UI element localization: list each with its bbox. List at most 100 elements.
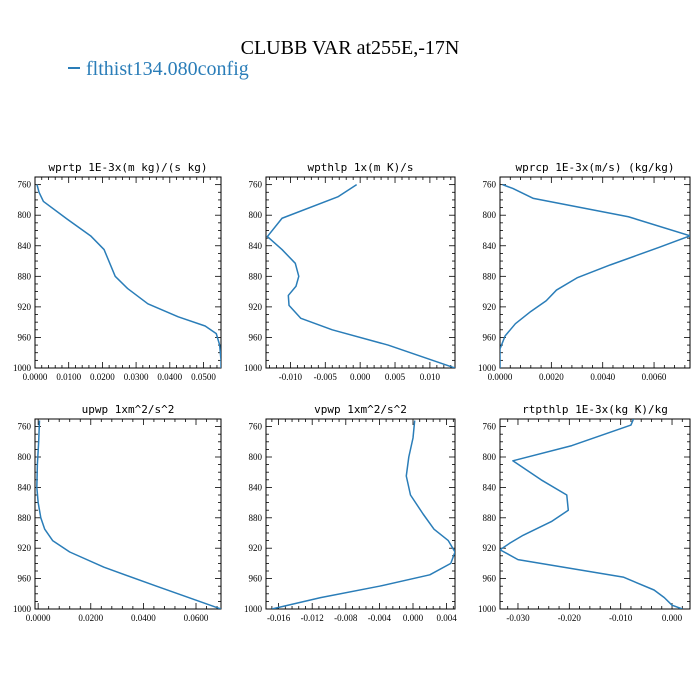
y-tick-label: 1000 [244,363,263,373]
y-tick-label: 1000 [478,604,497,614]
x-tick-label: 0.0000 [23,372,48,382]
x-tick-label: 0.0600 [184,613,209,623]
panel-title: wpthlp 1x(m K)/s [308,161,414,174]
x-tick-label: 0.010 [420,372,441,382]
series-line [500,419,683,609]
x-tick-label: 0.0020 [539,372,564,382]
y-tick-label: 840 [249,241,263,251]
x-tick-label: 0.0000 [26,613,51,623]
panel-6: rtpthlp 1E-3x(kg K)/kg 760 800 840 880 920 960… [478,403,691,623]
y-tick-label: 1000 [478,363,497,373]
plot-frame [265,418,456,610]
series-line [266,184,455,368]
x-tick-label: 0.0400 [157,372,182,382]
panel-title: rtpthlp 1E-3x(kg K)/kg [522,403,668,416]
y-tick-label: 880 [249,271,263,281]
series-line [36,420,221,609]
y-tick-label: 800 [483,452,497,462]
y-tick-label: 800 [249,452,263,462]
series-line [36,184,221,368]
y-tick-label: 960 [483,332,497,342]
panel-3: wprcp 1E-3x(m/s) (kg/kg) 760 800 840 880 920 9… [478,161,691,382]
y-tick-label: 920 [18,543,32,553]
x-tick-label: 0.0060 [642,372,667,382]
panel-1: wprtp 1E-3x(m kg)/(s kg) 760 800 840 880 920 9… [13,161,222,382]
panel-4: upwp 1xm^2/s^2 760 800 840 880 920 960 10000.00… [13,403,222,623]
y-tick-label: 960 [249,574,263,584]
x-tick-label: 0.0200 [78,613,103,623]
plot-frame [265,176,456,369]
y-tick-label: 920 [483,302,497,312]
y-tick-label: 1000 [244,604,263,614]
panel-title: wprcp 1E-3x(m/s) (kg/kg) [516,161,675,174]
y-tick-label: 1000 [13,363,32,373]
y-tick-label: 880 [483,513,497,523]
x-tick-label: -0.030 [506,613,530,623]
y-tick-label: 880 [249,513,263,523]
y-tick-label: 800 [249,210,263,220]
x-tick-label: -0.004 [368,613,392,623]
panel-2: wpthlp 1x(m K)/s 760 800 840 880 920 960 1000 -0… [244,161,456,382]
y-tick-label: 920 [249,302,263,312]
y-tick-label: 800 [18,452,32,462]
x-tick-label: 0.004 [436,613,457,623]
plot-frame [34,176,222,369]
plot-frame [34,418,222,610]
figure-title: CLUBB VAR at255E,-17N [240,37,460,59]
x-tick-label: -0.010 [279,372,303,382]
y-tick-label: 960 [483,574,497,584]
x-tick-label: 0.000 [403,613,424,623]
y-tick-label: 760 [18,422,32,432]
y-tick-label: 880 [483,271,497,281]
x-tick-label: -0.012 [301,613,324,623]
y-tick-label: 920 [483,543,497,553]
x-tick-label: 0.0100 [56,372,81,382]
plot-frame [499,176,691,369]
y-tick-label: 960 [249,332,263,342]
y-tick-label: 960 [18,332,32,342]
x-tick-label: 0.0040 [590,372,615,382]
y-tick-label: 760 [483,180,497,190]
y-tick-label: 760 [249,180,263,190]
y-tick-label: 760 [249,422,263,432]
y-tick-label: 880 [18,513,32,523]
x-tick-label: 0.0200 [90,372,115,382]
legend-swatch [68,67,80,70]
x-tick-label: 0.0400 [131,613,156,623]
panel-title: vpwp 1xm^2/s^2 [314,403,407,416]
y-tick-label: 760 [18,180,32,190]
x-tick-label: -0.010 [609,613,633,623]
y-tick-label: 840 [18,241,32,251]
y-tick-label: 800 [483,210,497,220]
y-tick-label: 800 [18,210,32,220]
x-tick-label: 0.000 [350,372,371,382]
y-tick-label: 920 [249,543,263,553]
y-tick-label: 760 [483,422,497,432]
legend: flthist134.080config [68,58,249,81]
y-tick-label: 880 [18,271,32,281]
y-tick-label: 920 [18,302,32,312]
x-tick-label: -0.016 [267,613,291,623]
plot-frame [499,418,691,610]
x-tick-label: -0.008 [334,613,358,623]
y-tick-label: 1000 [13,604,32,614]
x-tick-label: 0.005 [385,372,406,382]
x-tick-label: 0.000 [662,613,683,623]
panel-5: vpwp 1xm^2/s^2 760 800 840 880 920 960 1000 -0.0… [244,403,457,623]
y-tick-label: 840 [483,482,497,492]
x-tick-label: 0.0500 [191,372,216,382]
y-tick-label: 840 [18,482,32,492]
x-tick-label: 0.0300 [124,372,149,382]
y-tick-label: 840 [483,241,497,251]
panel-title: wprtp 1E-3x(m kg)/(s kg) [49,161,208,174]
y-tick-label: 840 [249,482,263,492]
panel-title: upwp 1xm^2/s^2 [82,403,175,416]
series-line [271,420,455,609]
x-tick-label: -0.020 [558,613,582,623]
y-tick-label: 960 [18,574,32,584]
x-tick-label: 0.0000 [488,372,513,382]
x-tick-label: -0.005 [314,372,338,382]
series-line [500,183,690,368]
legend-label: flthist134.080config [86,58,249,80]
